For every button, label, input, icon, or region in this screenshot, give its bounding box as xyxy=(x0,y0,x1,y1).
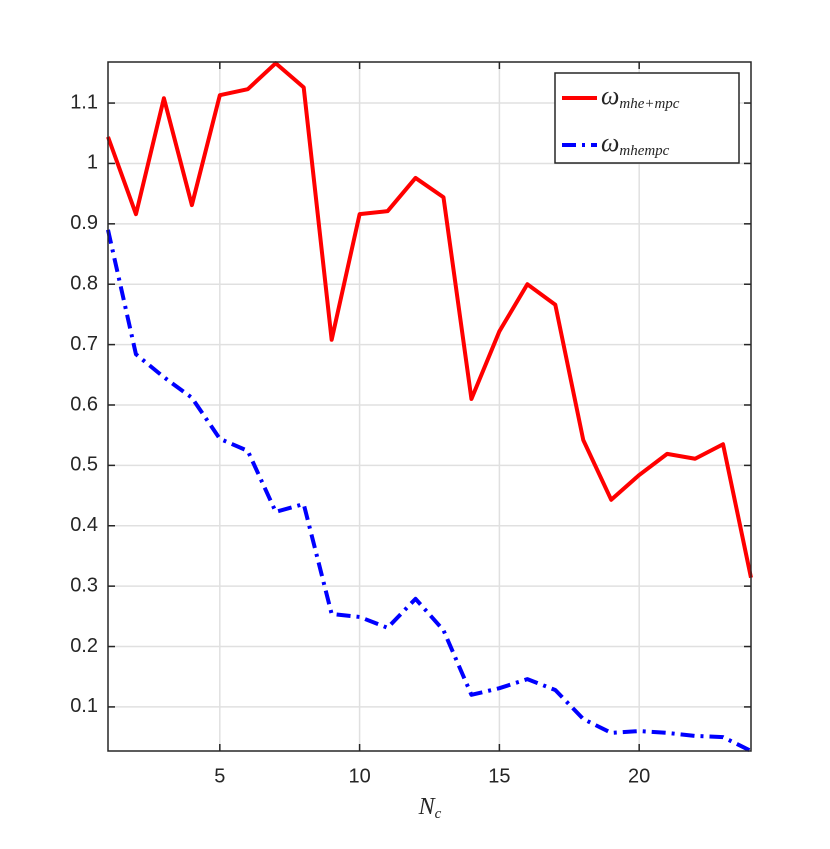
y-tick-label: 0.5 xyxy=(70,454,98,476)
x-axis-label: Nc xyxy=(418,794,442,823)
legend-label: ωmhempc xyxy=(601,128,670,159)
y-tick-label: 1 xyxy=(87,152,98,174)
plot-frame xyxy=(107,61,752,752)
x-tick-label: 10 xyxy=(348,765,370,787)
x-tick-label: 15 xyxy=(488,765,510,787)
legend-box xyxy=(554,72,740,164)
data-line xyxy=(106,229,752,753)
y-tick-label: 0.3 xyxy=(70,574,98,596)
legend-label: ωmhe+mpc xyxy=(601,81,680,112)
y-tick-label: 0.2 xyxy=(70,635,98,657)
x-tick-label: 5 xyxy=(214,765,225,787)
y-tick-label: 1.1 xyxy=(70,91,98,113)
y-tick-label: 0.8 xyxy=(70,273,98,295)
y-tick-label: 0.4 xyxy=(70,514,98,536)
y-tick-label: 0.7 xyxy=(70,333,98,355)
x-tick-label: 20 xyxy=(628,765,650,787)
y-tick-label: 0.9 xyxy=(70,212,98,234)
data-line xyxy=(106,61,753,579)
y-tick-label: 0.6 xyxy=(70,393,98,415)
y-tick-label: 0.1 xyxy=(70,695,98,717)
